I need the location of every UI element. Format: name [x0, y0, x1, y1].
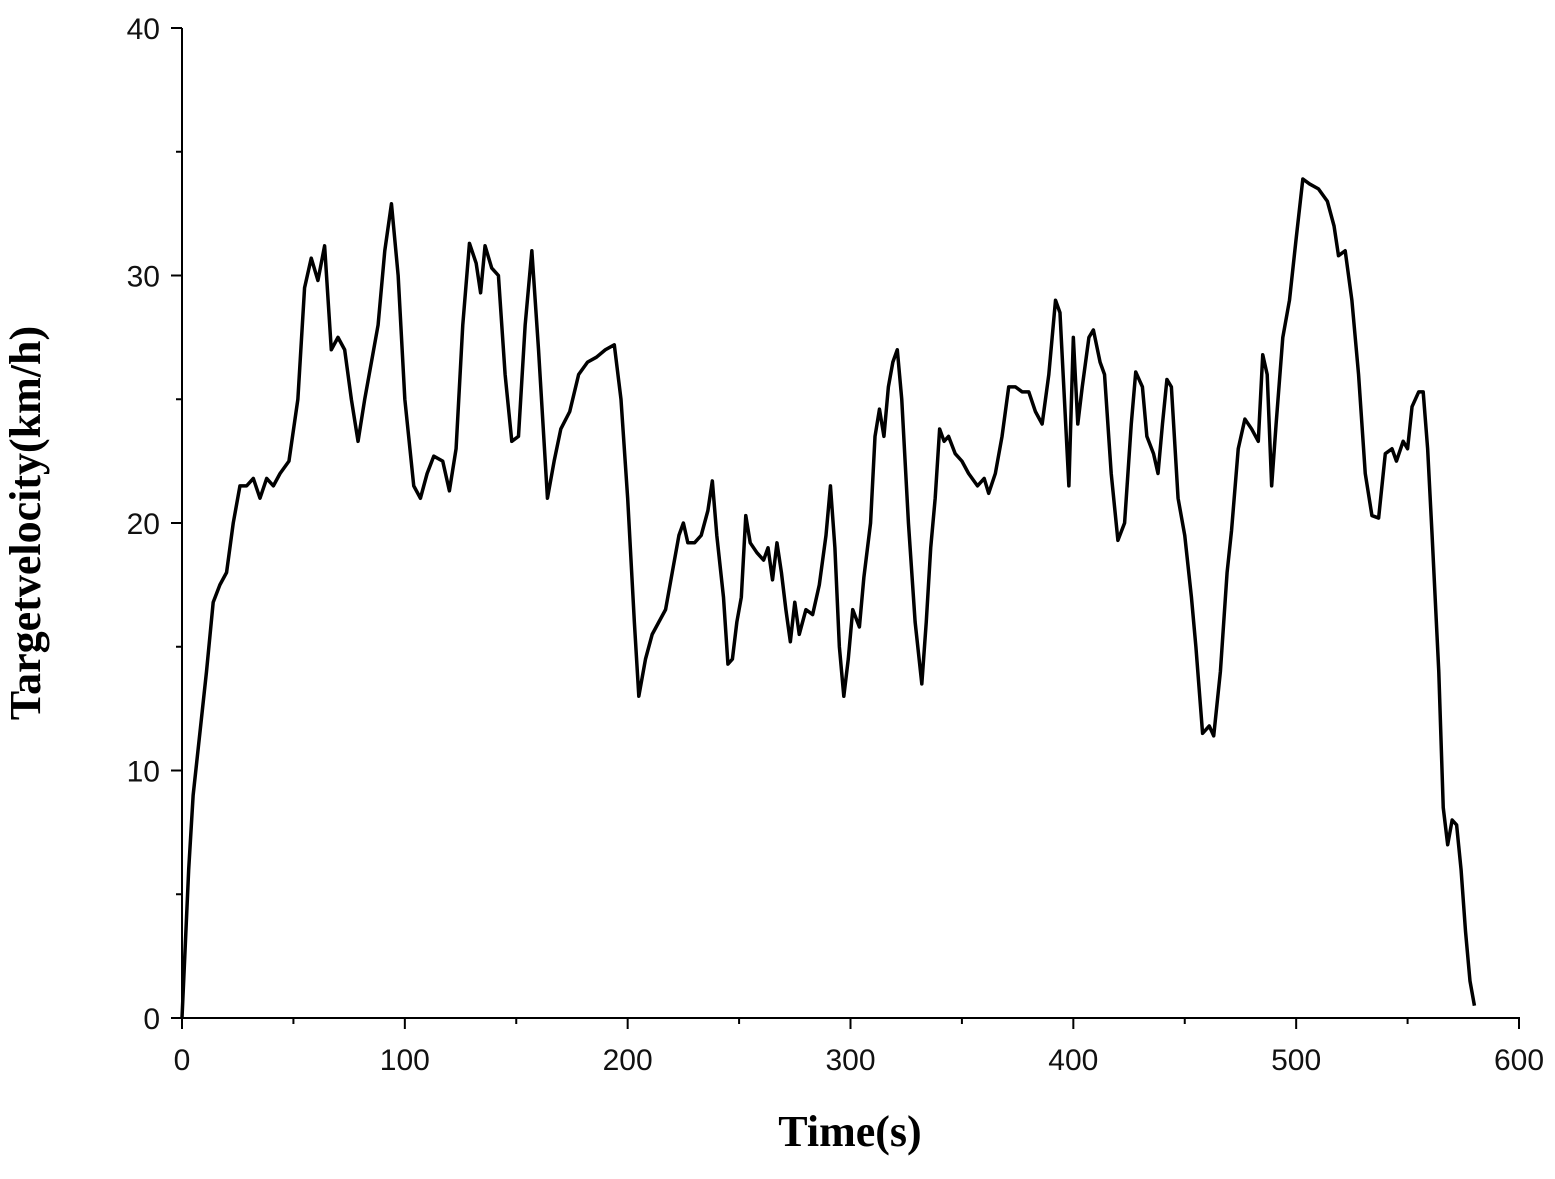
x-tick-label: 100	[380, 1044, 430, 1077]
x-tick-label: 400	[1048, 1044, 1098, 1077]
y-tick-label: 10	[127, 756, 160, 789]
x-tick-label: 500	[1271, 1044, 1321, 1077]
y-axis-title: Targetvelocity(km/h)	[1, 326, 50, 720]
x-tick-label: 300	[825, 1044, 875, 1077]
y-tick-label: 20	[127, 508, 160, 541]
data-line	[180, 177, 1477, 1019]
y-tick-label: 0	[143, 1003, 160, 1036]
y-tick-label: 40	[127, 13, 160, 46]
x-tick-label: 200	[603, 1044, 653, 1077]
x-tick-label: 600	[1494, 1044, 1544, 1077]
x-tick-label: 0	[174, 1044, 191, 1077]
y-tick-label: 30	[127, 261, 160, 294]
x-axis-title: Time(s)	[778, 1107, 921, 1156]
